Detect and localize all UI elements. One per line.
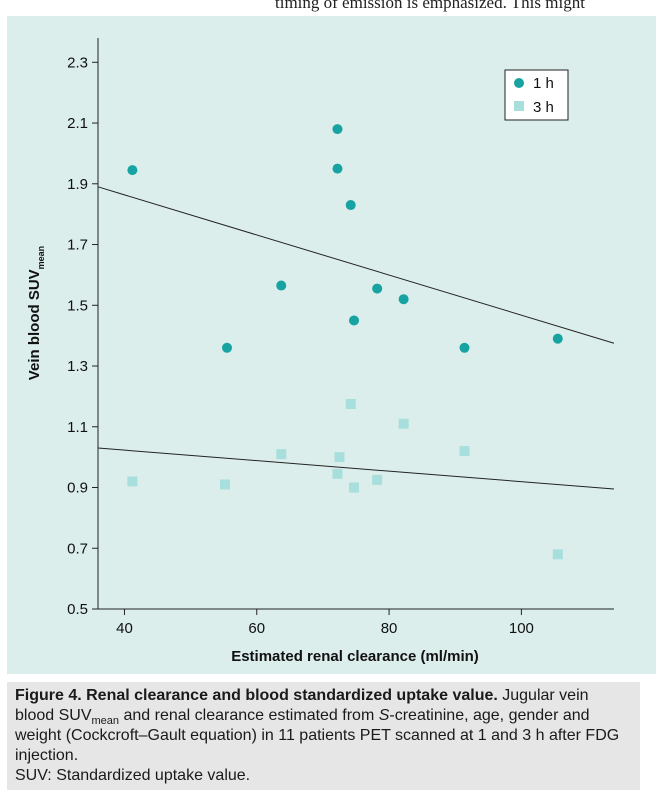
- data-point-1h: [349, 315, 360, 326]
- body-text-fragment: timing of emission is emphasized. This m…: [275, 0, 585, 12]
- y-tick-label: 2.3: [67, 54, 88, 71]
- data-point-1h: [372, 283, 383, 294]
- y-tick-label: 1.9: [67, 176, 88, 193]
- legend-label-3h: 3 h: [533, 99, 554, 116]
- figure-caption: Figure 4. Renal clearance and blood stan…: [7, 682, 640, 790]
- axis-titles: Estimated renal clearance (ml/min) Vein …: [26, 246, 479, 665]
- data-point-3h: [276, 449, 287, 460]
- data-point-1h: [222, 342, 232, 353]
- x-tick-label: 80: [381, 620, 398, 637]
- caption-text-1: Jugular vein blood SUV: [15, 687, 589, 724]
- x-tick-label: 40: [116, 620, 133, 637]
- x-tick-label: 60: [248, 620, 265, 637]
- data-point-3h: [349, 482, 360, 493]
- y-tick-label: 1.7: [67, 237, 88, 254]
- y-tick-label: 1.1: [67, 419, 88, 436]
- y-tick-label: 2.1: [67, 115, 88, 132]
- caption-abbreviation: SUV: Standardized uptake value.: [15, 767, 251, 784]
- y-tick-label: 0.9: [67, 480, 88, 497]
- data-point-1h: [276, 280, 287, 291]
- data-point-3h: [334, 452, 345, 463]
- tick-group: 0.5 0.7 0.9 1.1 1.3 1.5 1.7 1.9 2.1 2.3 40 60 80 100: [67, 54, 534, 637]
- trend-lines: [97, 186, 615, 490]
- data-point-3h: [372, 474, 383, 485]
- data-point-3h: [552, 549, 563, 560]
- data-point-1h: [345, 200, 356, 211]
- caption-text-2: and renal clearance estimated from: [119, 707, 379, 724]
- caption-text-3: -creatinine, age, gender and weight (Coc…: [15, 707, 620, 764]
- y-axis-title-subscript: mean: [36, 246, 46, 270]
- caption-italic: S: [378, 707, 390, 724]
- data-point-3h: [220, 479, 231, 490]
- data-point-3h: [332, 468, 343, 479]
- axes: [97, 38, 614, 610]
- caption-subscript: mean: [91, 715, 120, 728]
- y-axis-title: Vein blood SUVmean: [26, 246, 46, 380]
- legend: 1 h 3 h: [504, 69, 569, 121]
- data-point-1h: [552, 333, 563, 344]
- legend-marker-1h: [514, 78, 524, 88]
- data-point-3h: [345, 398, 356, 409]
- data-point-1h: [332, 124, 343, 135]
- data-points: [127, 124, 563, 560]
- data-point-1h: [127, 165, 138, 176]
- legend-marker-3h: [514, 101, 524, 111]
- data-point-3h: [459, 446, 470, 457]
- y-tick-label: 0.7: [67, 540, 88, 557]
- x-tick-label: 100: [509, 620, 534, 637]
- y-tick-label: 1.5: [67, 297, 88, 314]
- trend-line-3h: [97, 447, 615, 490]
- scatter-chart: 0.50.70.91.11.31.51.71.92.12.340 60 80 100 …: [26, 38, 615, 665]
- data-point-1h: [332, 163, 343, 174]
- data-point-3h: [398, 418, 409, 429]
- caption-figure-label: Figure 4. Renal clearance and blood stan…: [15, 687, 498, 704]
- legend-box: [504, 69, 569, 121]
- legend-label-1h: 1 h: [533, 75, 554, 92]
- y-tick-label: 1.3: [67, 358, 88, 375]
- y-tick-label: 0.5: [67, 601, 88, 618]
- data-point-1h: [459, 342, 470, 353]
- trend-line-1h: [97, 186, 615, 344]
- data-point-1h: [398, 294, 409, 305]
- figure-panel: 0.5 0.7 0.9 1.1 1.3 1.5 1.7 1.9 2.1 2.3 40 60 80 100 …: [7, 16, 656, 674]
- data-point-3h: [127, 476, 138, 487]
- y-axis-title-main: Vein blood SUV: [26, 269, 43, 380]
- x-axis-title: Estimated renal clearance (ml/min): [231, 648, 479, 665]
